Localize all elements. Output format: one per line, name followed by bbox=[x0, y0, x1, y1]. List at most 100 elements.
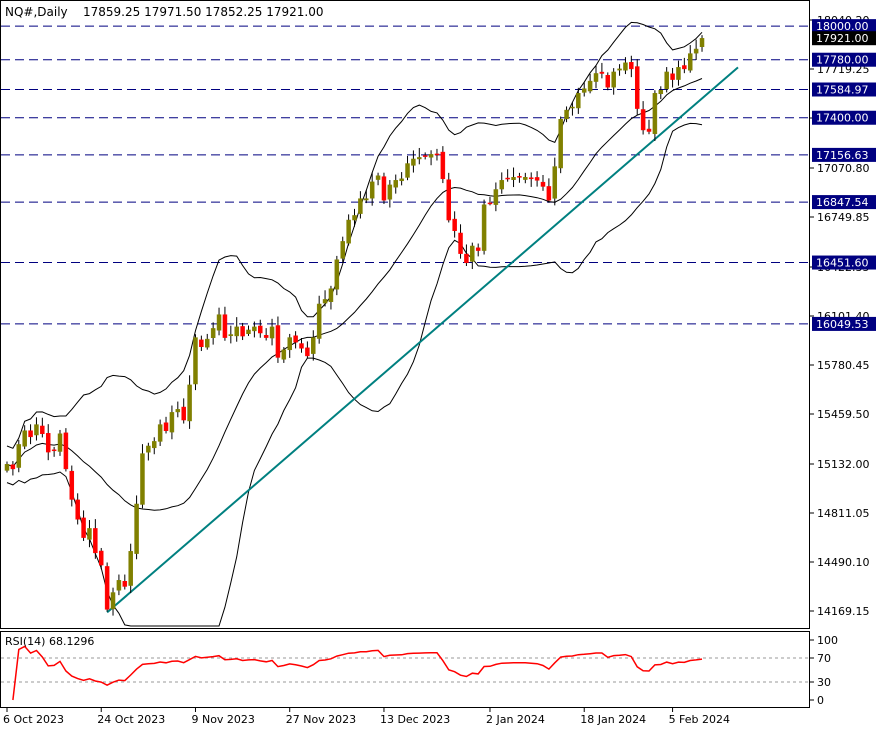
level-label-box bbox=[812, 110, 876, 125]
level-label: 17780.00 bbox=[816, 54, 869, 67]
candle-bear bbox=[75, 499, 80, 520]
candle-bear bbox=[28, 430, 33, 438]
candle-bull bbox=[511, 177, 516, 180]
candle-bull bbox=[234, 326, 239, 337]
candle-bull bbox=[564, 109, 569, 120]
candle-bull bbox=[157, 424, 163, 442]
trendline bbox=[106, 66, 739, 614]
level-label: 16847.54 bbox=[816, 196, 869, 209]
candle-bull bbox=[252, 326, 257, 332]
candle-bear bbox=[275, 325, 281, 358]
candle-bull bbox=[470, 245, 475, 262]
candle-bull bbox=[375, 175, 381, 180]
candle-bull bbox=[34, 424, 39, 436]
candle-bull bbox=[652, 93, 658, 135]
candle-bull bbox=[623, 62, 628, 71]
candle-bear bbox=[434, 153, 440, 156]
candle-bear bbox=[605, 75, 611, 88]
candle-bear bbox=[629, 62, 634, 70]
candle-bull bbox=[358, 198, 363, 214]
candle-bear bbox=[640, 109, 646, 131]
time-tick-label: 5 Feb 2024 bbox=[669, 713, 730, 726]
time-tick-label: 9 Nov 2023 bbox=[191, 713, 254, 726]
current-price-label: 17921.00 bbox=[816, 32, 869, 45]
rsi-indicator: 100 70 30 0 bbox=[1, 634, 838, 707]
time-tick-label: 18 Jan 2024 bbox=[580, 713, 646, 726]
candle-bull bbox=[493, 189, 499, 205]
rsi-tick-label: 70 bbox=[817, 652, 831, 665]
main-panel bbox=[0, 0, 810, 629]
rsi-tick-label: 30 bbox=[817, 676, 831, 689]
candle-bear bbox=[534, 177, 540, 181]
candle-bear bbox=[670, 73, 675, 80]
candle-bear bbox=[487, 202, 493, 205]
candle-bear bbox=[646, 128, 652, 132]
candle-bear bbox=[199, 339, 204, 347]
candle-bull bbox=[428, 154, 434, 158]
candle-bear bbox=[63, 432, 69, 470]
candle-bull bbox=[593, 73, 599, 82]
candle-bear bbox=[263, 335, 269, 338]
candle-bear bbox=[528, 177, 534, 180]
candle-bull bbox=[658, 90, 664, 95]
level-label: 16451.60 bbox=[816, 257, 869, 270]
candle-bull bbox=[369, 181, 375, 199]
candle-bull bbox=[246, 329, 251, 335]
candle-bull bbox=[570, 106, 575, 109]
rsi-header: RSI(14) 68.1296 bbox=[5, 635, 94, 648]
candle-bear bbox=[81, 517, 86, 538]
candle-bull bbox=[346, 219, 351, 244]
candle-bull bbox=[558, 119, 563, 169]
rsi-line bbox=[12, 645, 703, 701]
candle-bull bbox=[417, 157, 422, 160]
candle-bear bbox=[93, 528, 98, 554]
level-label-box bbox=[812, 82, 876, 97]
bollinger-middle-line bbox=[6, 78, 703, 511]
candle-bull bbox=[364, 198, 369, 201]
candle-bull bbox=[687, 53, 693, 71]
level-label: 17584.97 bbox=[816, 84, 869, 97]
candle-bull bbox=[205, 338, 210, 348]
candle-bear bbox=[181, 406, 186, 421]
candle-bull bbox=[87, 528, 92, 540]
candle-bear bbox=[446, 179, 451, 221]
level-label: 16049.53 bbox=[816, 318, 869, 331]
price-tick-label: 15459.50 bbox=[817, 408, 870, 421]
candle-bull bbox=[110, 592, 116, 610]
candle-bear bbox=[381, 176, 387, 201]
candle-bear bbox=[517, 176, 522, 178]
candle-bull bbox=[311, 337, 316, 354]
time-tick-label: 13 Dec 2023 bbox=[380, 713, 450, 726]
candle-bull bbox=[169, 412, 175, 433]
candle-bear bbox=[452, 218, 457, 231]
candle-bull bbox=[393, 180, 398, 188]
candle-bull bbox=[576, 93, 581, 109]
price-tick-label: 17070.80 bbox=[817, 162, 870, 175]
level-label: 18000.00 bbox=[816, 20, 869, 33]
candle-bull bbox=[340, 241, 345, 259]
candle-bear bbox=[546, 186, 552, 201]
candle-bull bbox=[411, 158, 416, 166]
candle-bull bbox=[228, 334, 234, 337]
level-label-box bbox=[812, 52, 876, 67]
candle-bear bbox=[440, 151, 446, 180]
candle-bull bbox=[405, 163, 410, 178]
horizontal-levels bbox=[1, 25, 809, 325]
candle-bull bbox=[664, 71, 669, 90]
candle-bull bbox=[611, 71, 616, 88]
time-tick-label: 24 Oct 2023 bbox=[97, 713, 165, 726]
candle-bull bbox=[57, 433, 63, 452]
price-tick-label: 14811.05 bbox=[817, 507, 870, 520]
candle-bull bbox=[116, 580, 122, 591]
candle-bull bbox=[499, 180, 505, 190]
candle-bull bbox=[693, 48, 699, 54]
price-tick-label: 15780.45 bbox=[817, 359, 870, 372]
candle-bull bbox=[581, 88, 587, 93]
time-tick-label: 6 Oct 2023 bbox=[3, 713, 64, 726]
candle-bear bbox=[98, 550, 104, 566]
candle-bull bbox=[134, 503, 139, 554]
candle-bear bbox=[240, 326, 245, 337]
candle-bull bbox=[399, 178, 404, 182]
candle-bull bbox=[193, 337, 198, 385]
